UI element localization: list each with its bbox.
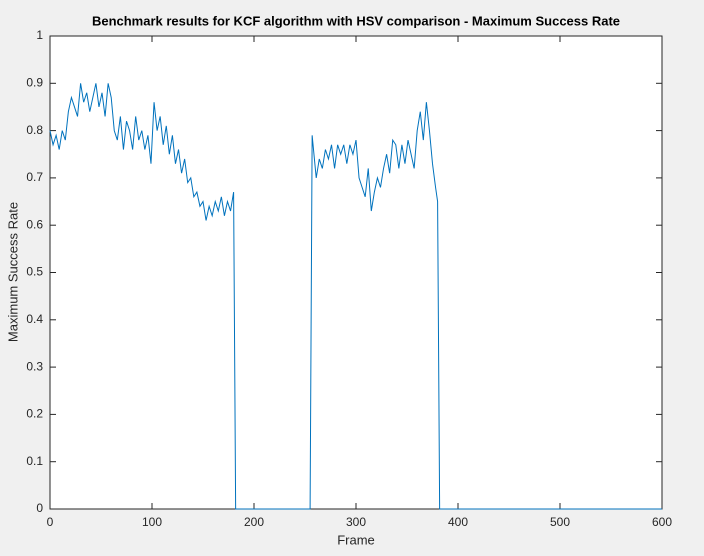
x-tick-label: 200 (244, 515, 264, 529)
x-tick-label: 0 (47, 515, 54, 529)
x-tick-label: 600 (652, 515, 672, 529)
y-tick-label: 0.2 (26, 407, 43, 421)
plot-area (50, 36, 662, 509)
y-tick-label: 0.4 (26, 312, 43, 326)
x-tick-label: 100 (142, 515, 162, 529)
y-tick-label: 0.3 (26, 359, 43, 373)
y-tick-label: 0 (36, 501, 43, 515)
x-tick-label: 500 (550, 515, 570, 529)
x-tick-label: 300 (346, 515, 366, 529)
x-axis-label: Frame (337, 532, 375, 547)
y-tick-label: 0.8 (26, 123, 43, 137)
y-tick-label: 0.1 (26, 454, 43, 468)
axes-box (49, 35, 663, 510)
y-tick-label: 0.7 (26, 170, 43, 184)
y-tick-label: 0.9 (26, 75, 43, 89)
y-axis-label: Maximum Success Rate (5, 202, 20, 342)
y-tick-label: 1 (36, 28, 43, 42)
y-tick-label: 0.5 (26, 265, 43, 279)
y-tick-label: 0.6 (26, 217, 43, 231)
chart-title: Benchmark results for KCF algorithm with… (92, 13, 620, 28)
data-line (49, 83, 662, 510)
x-tick-label: 400 (448, 515, 468, 529)
